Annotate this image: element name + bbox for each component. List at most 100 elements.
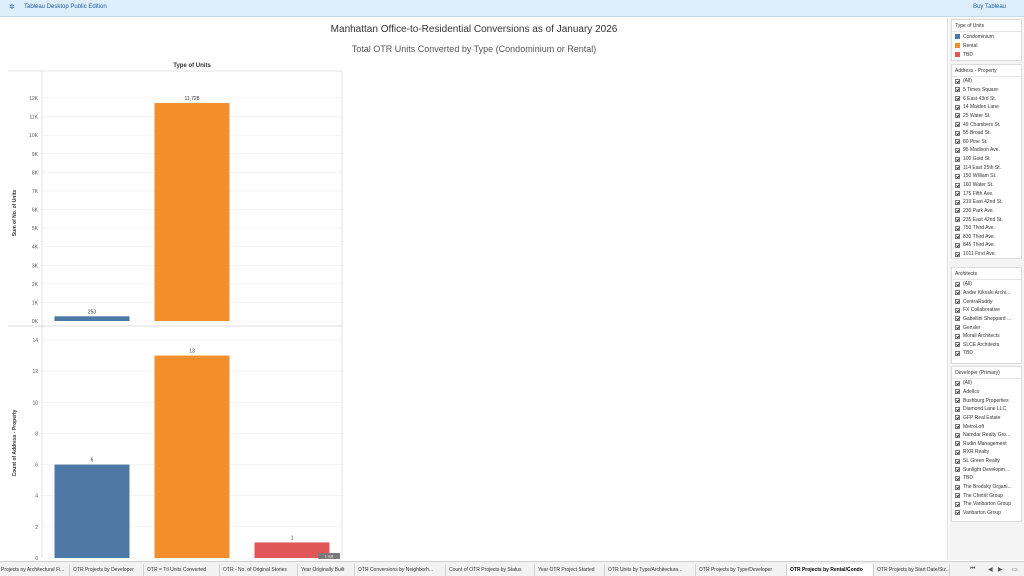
filter-option[interactable]: Gabellini Sheppard ... — [952, 315, 1021, 324]
checkbox-checked-icon[interactable] — [955, 165, 960, 171]
filter-option[interactable]: 235 East 42nd St. — [952, 215, 1021, 224]
filter-option[interactable]: 100 Gold St. — [952, 155, 1021, 164]
checkbox-checked-icon[interactable] — [955, 342, 960, 348]
checkbox-checked-icon[interactable] — [955, 350, 960, 356]
sheet-tab[interactable]: OTR Units by Type/Architectura... — [605, 564, 696, 576]
filter-option[interactable]: The Chetrit Group — [952, 491, 1021, 500]
filter-option[interactable]: 80 Pine St. — [952, 137, 1021, 146]
filter-option[interactable]: Diamond Lane LLC — [952, 405, 1021, 414]
checkbox-checked-icon[interactable] — [955, 199, 960, 205]
checkbox-checked-icon[interactable] — [955, 449, 960, 455]
filter-option[interactable]: 230 Park Ave. — [952, 207, 1021, 216]
checkbox-checked-icon[interactable] — [955, 325, 960, 331]
checkbox-checked-icon[interactable] — [955, 333, 960, 339]
filter-option[interactable]: 114 East 25th St. — [952, 163, 1021, 172]
filter-option[interactable]: CentraRuddy — [952, 297, 1021, 306]
checkbox-checked-icon[interactable] — [955, 156, 960, 162]
filter-option[interactable]: 55 Broad St. — [952, 129, 1021, 138]
sheet-tab[interactable]: Year OTR Project Started — [535, 564, 605, 576]
checkbox-checked-icon[interactable] — [955, 316, 960, 322]
filter-option[interactable]: 6 East 43rd St. — [952, 94, 1021, 103]
checkbox-checked-icon[interactable] — [955, 281, 960, 287]
filter-option[interactable]: Adellco — [952, 388, 1021, 397]
sheet-tab[interactable]: OTR - No. of Original Stories — [220, 564, 298, 576]
checkbox-checked-icon[interactable] — [955, 113, 960, 119]
checkbox-checked-icon[interactable] — [955, 501, 960, 507]
filter-option[interactable]: 219 East 42nd St. — [952, 198, 1021, 207]
checkbox-checked-icon[interactable] — [955, 234, 960, 240]
checkbox-checked-icon[interactable] — [955, 441, 960, 447]
checkbox-checked-icon[interactable] — [955, 389, 960, 395]
filter-option[interactable]: TBD — [952, 474, 1021, 483]
checkbox-checked-icon[interactable] — [955, 380, 960, 386]
filter-option[interactable]: Bushburg Properties — [952, 396, 1021, 405]
legend-item[interactable]: Rental — [952, 41, 1021, 50]
checkbox-checked-icon[interactable] — [955, 217, 960, 223]
filter-option[interactable]: 160 Water St. — [952, 181, 1021, 190]
checkbox-checked-icon[interactable] — [955, 484, 960, 490]
filter-option[interactable]: Morali Architects — [952, 332, 1021, 341]
filter-option[interactable]: 25 Water St. — [952, 112, 1021, 121]
checkbox-checked-icon[interactable] — [955, 147, 960, 153]
checkbox-checked-icon[interactable] — [955, 96, 960, 102]
filter-option[interactable]: 830 Third Ave. — [952, 233, 1021, 242]
checkbox-checked-icon[interactable] — [955, 307, 960, 313]
checkbox-checked-icon[interactable] — [955, 78, 960, 84]
filter-option[interactable]: 175 Fifth Ave. — [952, 189, 1021, 198]
sheet-tab[interactable]: OTR Projects by Type/Developer — [696, 564, 787, 576]
checkbox-checked-icon[interactable] — [955, 467, 960, 473]
filter-option[interactable]: 1011 First Ave. — [952, 250, 1021, 259]
checkbox-checked-icon[interactable] — [955, 415, 960, 421]
first-sheet-icon[interactable]: ⏮ — [970, 566, 976, 572]
buy-tableau-link[interactable]: Buy Tableau — [973, 4, 1006, 10]
checkbox-checked-icon[interactable] — [955, 122, 960, 128]
checkbox-checked-icon[interactable] — [955, 87, 960, 93]
sheet-tab[interactable]: OTR Projects by Rental/Condo — [787, 564, 874, 576]
checkbox-checked-icon[interactable] — [955, 208, 960, 214]
sheet-tab[interactable]: OTR Projects by Start Date/Siz... — [874, 564, 950, 576]
filter-option[interactable]: Andre Kikoski Archi... — [952, 289, 1021, 298]
sheet-menu-icon[interactable]: ▭ — [1012, 567, 1018, 573]
legend-item[interactable]: TBD — [952, 50, 1021, 59]
checkbox-checked-icon[interactable] — [955, 251, 960, 257]
filter-option[interactable]: The Vanbarton Group — [952, 500, 1021, 509]
null-indicator[interactable] — [318, 553, 340, 559]
checkbox-checked-icon[interactable] — [955, 510, 960, 516]
filter-option[interactable]: Gensler — [952, 323, 1021, 332]
filter-option[interactable]: (All) — [952, 77, 1021, 86]
filter-option[interactable]: 14 Maiden Lane — [952, 103, 1021, 112]
sheet-tab[interactable]: Count of OTR Projects by Status — [446, 564, 535, 576]
checkbox-checked-icon[interactable] — [955, 432, 960, 438]
checkbox-checked-icon[interactable] — [955, 475, 960, 481]
checkbox-checked-icon[interactable] — [955, 398, 960, 404]
filter-option[interactable]: SL Green Realty — [952, 457, 1021, 466]
checkbox-checked-icon[interactable] — [955, 424, 960, 430]
filter-option[interactable]: 845 Third Ave. — [952, 241, 1021, 250]
checkbox-checked-icon[interactable] — [955, 130, 960, 136]
filter-option[interactable]: The Brodsky Organi... — [952, 483, 1021, 492]
checkbox-checked-icon[interactable] — [955, 493, 960, 499]
sheet-tab[interactable]: OTR Projects by Developer — [70, 564, 144, 576]
filter-option[interactable]: FX Collaborative — [952, 306, 1021, 315]
filter-option[interactable]: Vanbarton Group — [952, 509, 1021, 518]
filter-option[interactable]: (All) — [952, 379, 1021, 388]
filter-option[interactable]: (All) — [952, 280, 1021, 289]
filter-option[interactable]: 95 Madison Ave. — [952, 146, 1021, 155]
checkbox-checked-icon[interactable] — [955, 290, 960, 296]
checkbox-checked-icon[interactable] — [955, 191, 960, 197]
filter-option[interactable]: MetroLoft — [952, 422, 1021, 431]
checkbox-checked-icon[interactable] — [955, 139, 960, 145]
checkbox-checked-icon[interactable] — [955, 173, 960, 179]
legend-item[interactable]: Condominium — [952, 32, 1021, 41]
checkbox-checked-icon[interactable] — [955, 299, 960, 305]
checkbox-checked-icon[interactable] — [955, 458, 960, 464]
filter-option[interactable]: TBD — [952, 349, 1021, 358]
filter-option[interactable]: 150 William St. — [952, 172, 1021, 181]
filter-option[interactable]: 49 Chambers St. — [952, 120, 1021, 129]
sheet-tab[interactable]: Projects ny Architectural Fi... — [0, 564, 70, 576]
checkbox-checked-icon[interactable] — [955, 225, 960, 231]
sheet-tab[interactable]: OTR Conversions by Neighborh... — [355, 564, 446, 576]
filter-option[interactable]: 5 Times Square — [952, 86, 1021, 95]
sheet-tab[interactable]: OTR = Ttl Units Converted — [144, 564, 220, 576]
sheet-tab[interactable]: Year Originally Built — [298, 564, 355, 576]
